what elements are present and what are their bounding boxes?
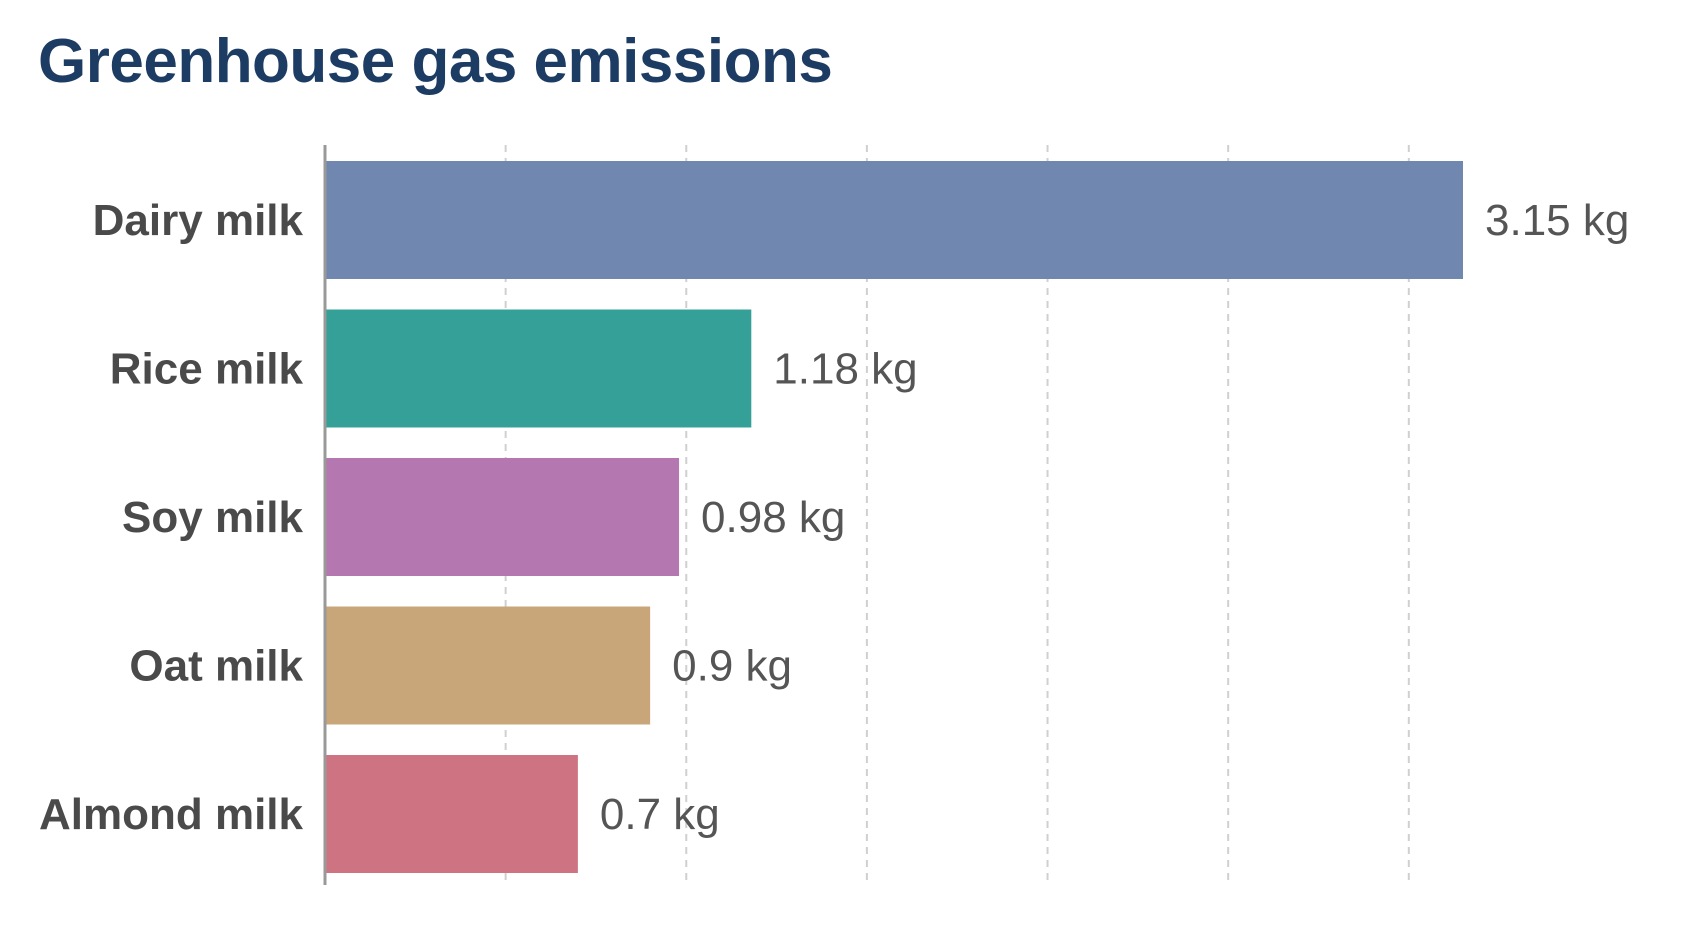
bar-rice-milk: [325, 309, 752, 428]
category-label: Rice milk: [110, 345, 304, 394]
category-label: Soy milk: [122, 493, 303, 542]
category-label: Almond milk: [39, 790, 304, 839]
value-label: 0.7 kg: [600, 790, 720, 839]
bar-almond-milk: [325, 755, 578, 873]
category-label: Dairy milk: [93, 196, 304, 245]
value-label: 0.98 kg: [701, 493, 845, 542]
value-label: 1.18 kg: [773, 345, 917, 394]
bar-dairy-milk: [325, 161, 1463, 279]
value-label: 3.15 kg: [1485, 196, 1629, 245]
bar-oat-milk: [325, 606, 651, 725]
value-label: 0.9 kg: [672, 642, 792, 691]
chart-title: Greenhouse gas emissions: [38, 27, 833, 96]
category-label: Oat milk: [129, 642, 303, 691]
bar-soy-milk: [325, 458, 680, 576]
